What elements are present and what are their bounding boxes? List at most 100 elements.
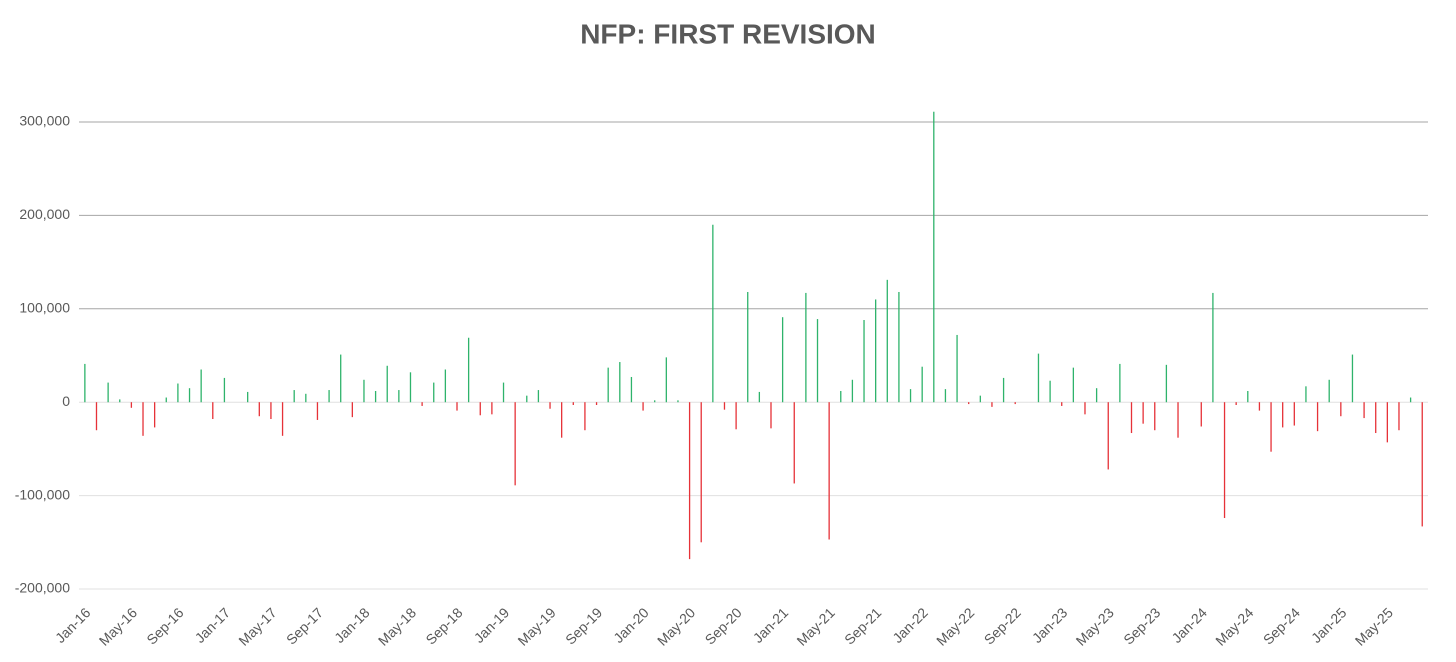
bar	[526, 395, 528, 403]
bar	[491, 402, 493, 415]
bar	[107, 382, 109, 403]
bar	[549, 402, 551, 409]
bar	[351, 402, 353, 418]
bar	[712, 224, 714, 403]
bar	[1002, 377, 1005, 403]
bar	[875, 299, 877, 403]
bar	[363, 379, 365, 403]
bar	[200, 369, 202, 403]
bar	[305, 393, 307, 403]
bar	[165, 397, 167, 403]
bar	[991, 402, 993, 407]
x-tick-label: Jan-16	[52, 604, 94, 646]
bar	[1421, 402, 1423, 527]
bar	[258, 402, 260, 417]
x-tick-label: May-20	[654, 604, 698, 648]
bar	[119, 399, 121, 403]
bar	[770, 402, 772, 429]
bar	[1061, 402, 1063, 406]
x-tick-label: May-22	[933, 604, 977, 648]
y-tick-label: 0	[62, 393, 70, 409]
bar	[630, 376, 633, 403]
bar	[188, 388, 191, 403]
bar	[398, 390, 400, 403]
bar	[1049, 380, 1051, 403]
bar	[142, 402, 144, 436]
bar	[95, 402, 98, 431]
bar	[1107, 402, 1109, 470]
bar	[781, 317, 784, 403]
bar	[1142, 402, 1144, 424]
bar	[1072, 367, 1075, 403]
bar	[805, 292, 807, 403]
x-tick-label: Sep-20	[702, 604, 745, 647]
bar	[316, 402, 319, 420]
x-tick-label: Jan-20	[610, 604, 652, 646]
bar	[700, 402, 702, 543]
bar	[1154, 402, 1156, 431]
x-tick-label: May-16	[96, 604, 140, 648]
bar	[1363, 402, 1365, 419]
bar	[863, 320, 865, 403]
x-tick-label: Jan-25	[1308, 604, 1350, 646]
bar	[153, 402, 156, 428]
bar	[1398, 402, 1400, 431]
bar	[933, 111, 935, 403]
bar	[1014, 402, 1016, 405]
bar	[340, 354, 342, 403]
bar	[619, 362, 621, 403]
chart-title: NFP: FIRST REVISION	[580, 18, 876, 49]
bar	[886, 279, 888, 403]
bar	[735, 402, 737, 430]
x-tick-label: Sep-19	[562, 604, 605, 647]
y-tick-label: 300,000	[19, 113, 70, 129]
bar	[1351, 354, 1354, 403]
bar	[1235, 402, 1237, 406]
bar	[642, 402, 644, 411]
bar	[421, 402, 423, 406]
bar	[944, 389, 947, 403]
x-tick-label: May-18	[375, 604, 419, 648]
bar	[607, 367, 609, 403]
bar	[1165, 364, 1168, 403]
bar	[572, 402, 574, 406]
bar	[1200, 402, 1202, 427]
bar	[979, 395, 981, 403]
bar	[654, 400, 656, 403]
bar	[1305, 386, 1307, 403]
bar	[561, 402, 563, 438]
x-tick-label: Jan-19	[471, 604, 513, 646]
bar	[502, 382, 505, 403]
bar	[281, 402, 284, 436]
bar	[1293, 402, 1295, 426]
bar	[1316, 402, 1319, 432]
x-tick-label: Jan-22	[889, 604, 931, 646]
x-tick-label: Sep-16	[143, 604, 186, 647]
bar	[537, 390, 540, 403]
bar	[84, 363, 86, 403]
x-tick-label: Sep-22	[981, 604, 1024, 647]
bar	[677, 400, 679, 403]
x-tick-label: May-24	[1212, 604, 1256, 648]
bar	[479, 402, 481, 416]
bar	[816, 319, 819, 403]
bar	[409, 372, 412, 403]
bar	[758, 391, 761, 403]
bar	[1247, 390, 1249, 403]
bar	[514, 402, 516, 486]
x-tick-label: May-23	[1073, 604, 1117, 648]
bar	[1340, 402, 1342, 417]
bar	[595, 402, 598, 406]
bar	[374, 390, 377, 403]
bar	[1386, 402, 1388, 443]
bar	[223, 377, 226, 403]
bar	[956, 334, 958, 403]
bar	[968, 402, 970, 405]
bar	[840, 390, 842, 403]
bar	[665, 357, 667, 403]
x-tick-label: Sep-18	[422, 604, 465, 647]
bar	[584, 402, 586, 431]
y-tick-label: -200,000	[15, 580, 70, 596]
bar	[467, 337, 470, 403]
